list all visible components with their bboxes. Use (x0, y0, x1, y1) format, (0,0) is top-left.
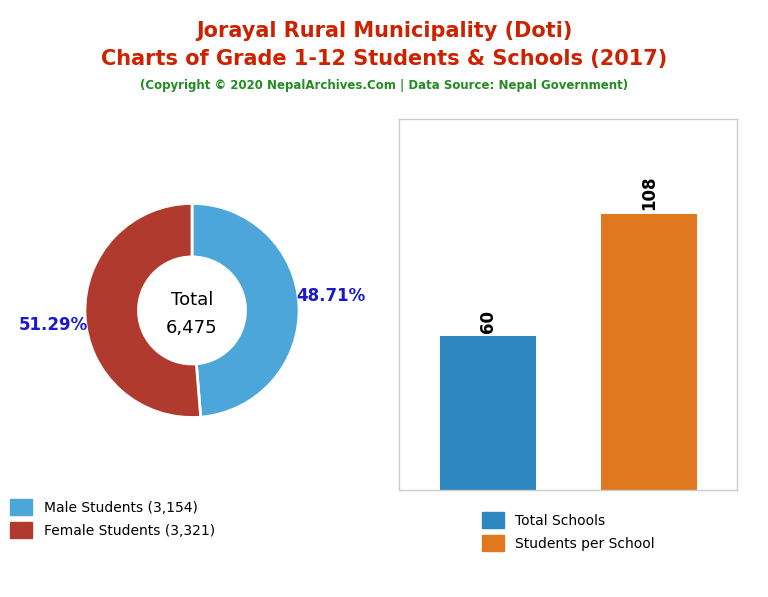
Bar (439, 336, 536, 490)
Text: 48.71%: 48.71% (296, 287, 366, 305)
Text: Charts of Grade 1-12 Students & Schools (2017): Charts of Grade 1-12 Students & Schools … (101, 49, 667, 69)
Text: 51.29%: 51.29% (18, 316, 88, 334)
Legend: Male Students (3,154), Female Students (3,321): Male Students (3,154), Female Students (… (5, 494, 220, 544)
Text: 6,475: 6,475 (166, 319, 218, 337)
Wedge shape (85, 204, 200, 417)
Text: 108: 108 (640, 176, 657, 210)
Bar (601, 214, 697, 490)
Text: 60: 60 (479, 310, 497, 333)
Text: (Copyright © 2020 NepalArchives.Com | Data Source: Nepal Government): (Copyright © 2020 NepalArchives.Com | Da… (140, 79, 628, 92)
Text: Total: Total (170, 291, 214, 309)
Wedge shape (192, 204, 299, 417)
Legend: Total Schools, Students per School: Total Schools, Students per School (476, 506, 660, 556)
Text: Jorayal Rural Municipality (Doti): Jorayal Rural Municipality (Doti) (196, 21, 572, 41)
